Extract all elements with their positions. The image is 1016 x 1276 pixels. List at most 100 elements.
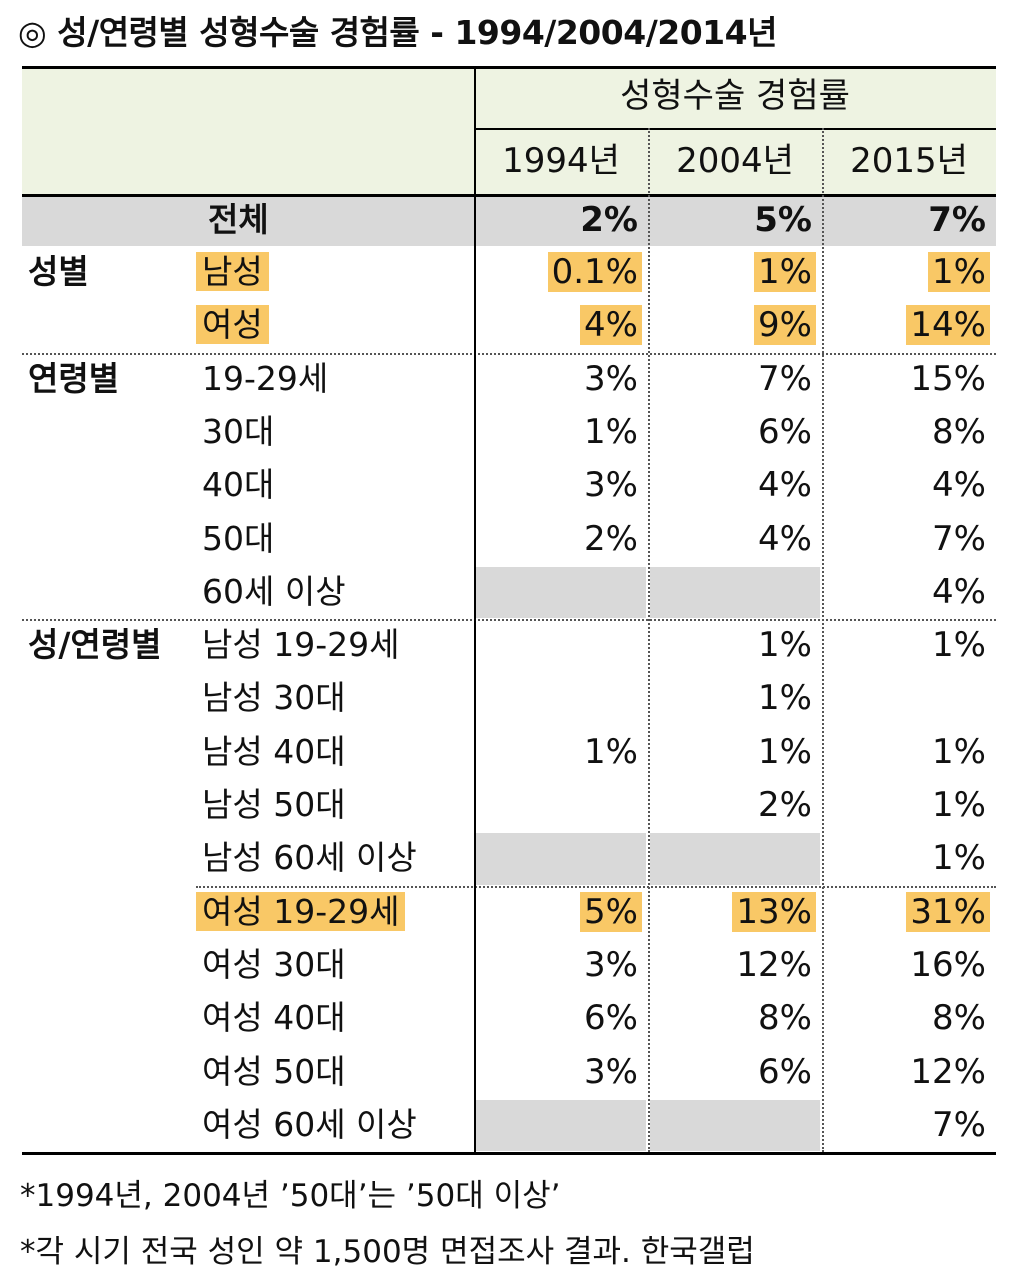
value-cell: 3% <box>474 1049 642 1095</box>
row-label: 50대 <box>196 516 280 562</box>
value-text: 4% <box>580 305 642 346</box>
value-cell: 8% <box>648 995 816 1041</box>
row-label: 여성 40대 <box>196 995 352 1041</box>
column-header-3: 2015년 <box>850 141 968 181</box>
na-cell <box>650 833 820 885</box>
row-label: 여성 19-29세 <box>196 889 406 935</box>
value-cell: 1% <box>648 675 816 721</box>
value-cell: 4% <box>474 302 642 348</box>
value-text: 13% <box>732 891 816 932</box>
value-cell: 1% <box>648 622 816 668</box>
na-cell <box>476 566 646 619</box>
value-text: 8% <box>932 411 986 452</box>
group-header: 성형수술 경험률 <box>620 76 850 116</box>
row-label-text: 여성 <box>196 305 269 345</box>
row-label: 40대 <box>196 462 280 508</box>
row-label-text: 여성 60세 이상 <box>202 1104 417 1144</box>
value-text: 4% <box>758 465 812 506</box>
value-text: 3% <box>584 465 638 506</box>
value-text: 3% <box>584 944 638 985</box>
column-divider <box>822 128 824 1153</box>
row-label-text: 30대 <box>202 411 275 451</box>
value-text: 6% <box>584 998 638 1039</box>
row-label: 남성 30대 <box>196 675 352 721</box>
value-cell: 13% <box>648 889 816 935</box>
value-text: 7% <box>932 1104 986 1145</box>
table-bottom-rule <box>22 1152 996 1156</box>
subgroup-divider <box>196 885 996 888</box>
na-cell <box>476 1099 646 1152</box>
category-label-2: 연령별 <box>28 358 120 398</box>
total-row-label: 전체 <box>208 200 269 239</box>
value-cell: 7% <box>822 516 990 562</box>
value-cell: 0.1% <box>474 249 642 295</box>
row-label-text: 남성 60세 이상 <box>202 838 417 878</box>
value-text: 6% <box>758 1051 812 1092</box>
footnote-2: *각 시기 전국 성인 약 1,500명 면접조사 결과. 한국갤럽 <box>20 1234 755 1270</box>
value-text: 3% <box>584 1051 638 1092</box>
value-text: 1% <box>758 731 812 772</box>
value-cell: 7% <box>648 356 816 402</box>
value-text: 2% <box>584 518 638 559</box>
page-title: ◎ 성/연령별 성형수술 경험률 - 1994/2004/2014년 <box>18 13 777 52</box>
value-text: 1% <box>928 252 990 292</box>
row-label-text: 남성 30대 <box>202 678 346 718</box>
value-text: 9% <box>754 305 816 346</box>
total-value-3: 7% <box>928 200 986 240</box>
group-divider <box>22 352 996 355</box>
value-cell: 14% <box>822 302 990 348</box>
row-label: 남성 <box>196 249 269 295</box>
column-header-1: 1994년 <box>502 141 620 181</box>
value-cell: 7% <box>822 1102 990 1148</box>
row-label-text: 남성 19-29세 <box>202 625 400 665</box>
value-text: 12% <box>736 944 812 985</box>
header-background <box>22 66 996 194</box>
value-cell: 3% <box>474 942 642 988</box>
row-label-text: 남성 <box>196 252 269 291</box>
value-text: 14% <box>906 305 990 346</box>
value-text: 1% <box>932 625 986 666</box>
total-value-2: 5% <box>754 200 812 240</box>
column-header-2: 2004년 <box>676 141 794 181</box>
row-label: 여성 60세 이상 <box>196 1102 423 1148</box>
value-text: 2% <box>758 785 812 825</box>
total-value-1: 2% <box>580 200 638 240</box>
value-cell: 6% <box>648 409 816 455</box>
row-label-text: 여성 30대 <box>202 944 346 984</box>
label-column-rule <box>474 66 476 1153</box>
row-label: 60세 이상 <box>196 569 352 615</box>
na-cell <box>650 566 820 619</box>
value-cell: 31% <box>822 889 990 935</box>
value-text: 4% <box>932 465 986 506</box>
value-text: 12% <box>910 1051 986 1092</box>
value-cell: 2% <box>648 782 816 828</box>
row-label-text: 남성 50대 <box>202 785 346 824</box>
na-cell <box>650 1099 820 1152</box>
row-label: 남성 60세 이상 <box>196 835 423 881</box>
value-cell: 1% <box>648 729 816 775</box>
value-cell: 1% <box>822 249 990 295</box>
value-cell: 1% <box>474 409 642 455</box>
row-label-text: 여성 50대 <box>202 1051 346 1091</box>
value-text: 16% <box>910 944 986 985</box>
row-label: 여성 50대 <box>196 1049 352 1095</box>
value-cell: 1% <box>822 835 990 881</box>
value-text: 7% <box>758 358 812 399</box>
value-cell: 4% <box>822 569 990 615</box>
value-text: 1% <box>932 731 986 772</box>
footnote-1: *1994년, 2004년 ’50대’는 ’50대 이상’ <box>20 1178 561 1214</box>
value-cell: 8% <box>822 995 990 1041</box>
row-label: 남성 50대 <box>196 782 352 828</box>
row-label-text: 여성 19-29세 <box>196 891 406 931</box>
value-text: 1% <box>932 838 986 879</box>
value-cell: 6% <box>648 1049 816 1095</box>
value-cell: 4% <box>648 462 816 508</box>
value-text: 31% <box>906 891 990 932</box>
column-divider <box>648 128 650 1153</box>
value-text: 4% <box>758 518 812 559</box>
value-text: 7% <box>932 518 986 559</box>
value-cell: 1% <box>822 622 990 668</box>
total-row-background <box>22 194 996 246</box>
value-cell: 12% <box>648 942 816 988</box>
row-label-text: 여성 40대 <box>202 998 346 1038</box>
